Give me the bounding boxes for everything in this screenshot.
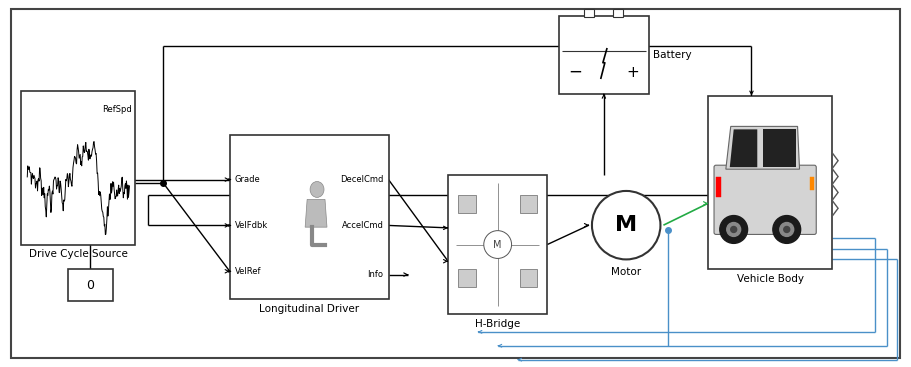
Text: DecelCmd: DecelCmd	[340, 175, 384, 184]
Text: VelRef: VelRef	[235, 267, 261, 276]
Bar	[810, 177, 814, 190]
Bar	[68, 269, 113, 301]
Bar	[613, 9, 623, 17]
Circle shape	[720, 215, 748, 243]
Text: H-Bridge: H-Bridge	[475, 319, 520, 329]
Bar	[584, 9, 594, 17]
Circle shape	[780, 222, 793, 236]
Text: Motor: Motor	[611, 267, 641, 277]
Text: Info: Info	[367, 270, 384, 279]
Text: M: M	[615, 215, 638, 235]
Circle shape	[783, 226, 790, 232]
Bar	[458, 195, 476, 213]
Circle shape	[773, 215, 801, 243]
Text: Longitudinal Driver: Longitudinal Driver	[259, 304, 359, 314]
Text: AccelCmd: AccelCmd	[342, 221, 384, 230]
Polygon shape	[726, 126, 800, 169]
Text: Drive Cycle Source: Drive Cycle Source	[29, 250, 128, 259]
Bar	[230, 135, 388, 299]
Bar	[559, 16, 649, 94]
Bar	[448, 175, 548, 314]
Bar	[458, 269, 476, 287]
Circle shape	[727, 222, 741, 236]
Bar	[763, 130, 795, 167]
Circle shape	[592, 191, 660, 259]
Text: RefSpd: RefSpd	[102, 105, 131, 114]
Bar	[21, 91, 136, 244]
Bar	[708, 96, 832, 269]
Text: VelFdbk: VelFdbk	[235, 221, 268, 230]
Polygon shape	[730, 130, 757, 167]
Bar	[519, 269, 537, 287]
Bar	[716, 177, 721, 197]
Text: Grade: Grade	[235, 175, 261, 184]
Circle shape	[484, 230, 512, 258]
Text: Vehicle Body: Vehicle Body	[737, 274, 804, 284]
FancyBboxPatch shape	[714, 165, 816, 235]
Circle shape	[731, 226, 737, 232]
Text: M: M	[494, 240, 502, 250]
Text: Battery: Battery	[653, 50, 692, 60]
Text: +: +	[626, 65, 639, 80]
Bar	[519, 195, 537, 213]
Text: −: −	[568, 63, 582, 81]
Ellipse shape	[310, 182, 324, 197]
Text: 0: 0	[87, 279, 94, 292]
Polygon shape	[305, 199, 327, 227]
